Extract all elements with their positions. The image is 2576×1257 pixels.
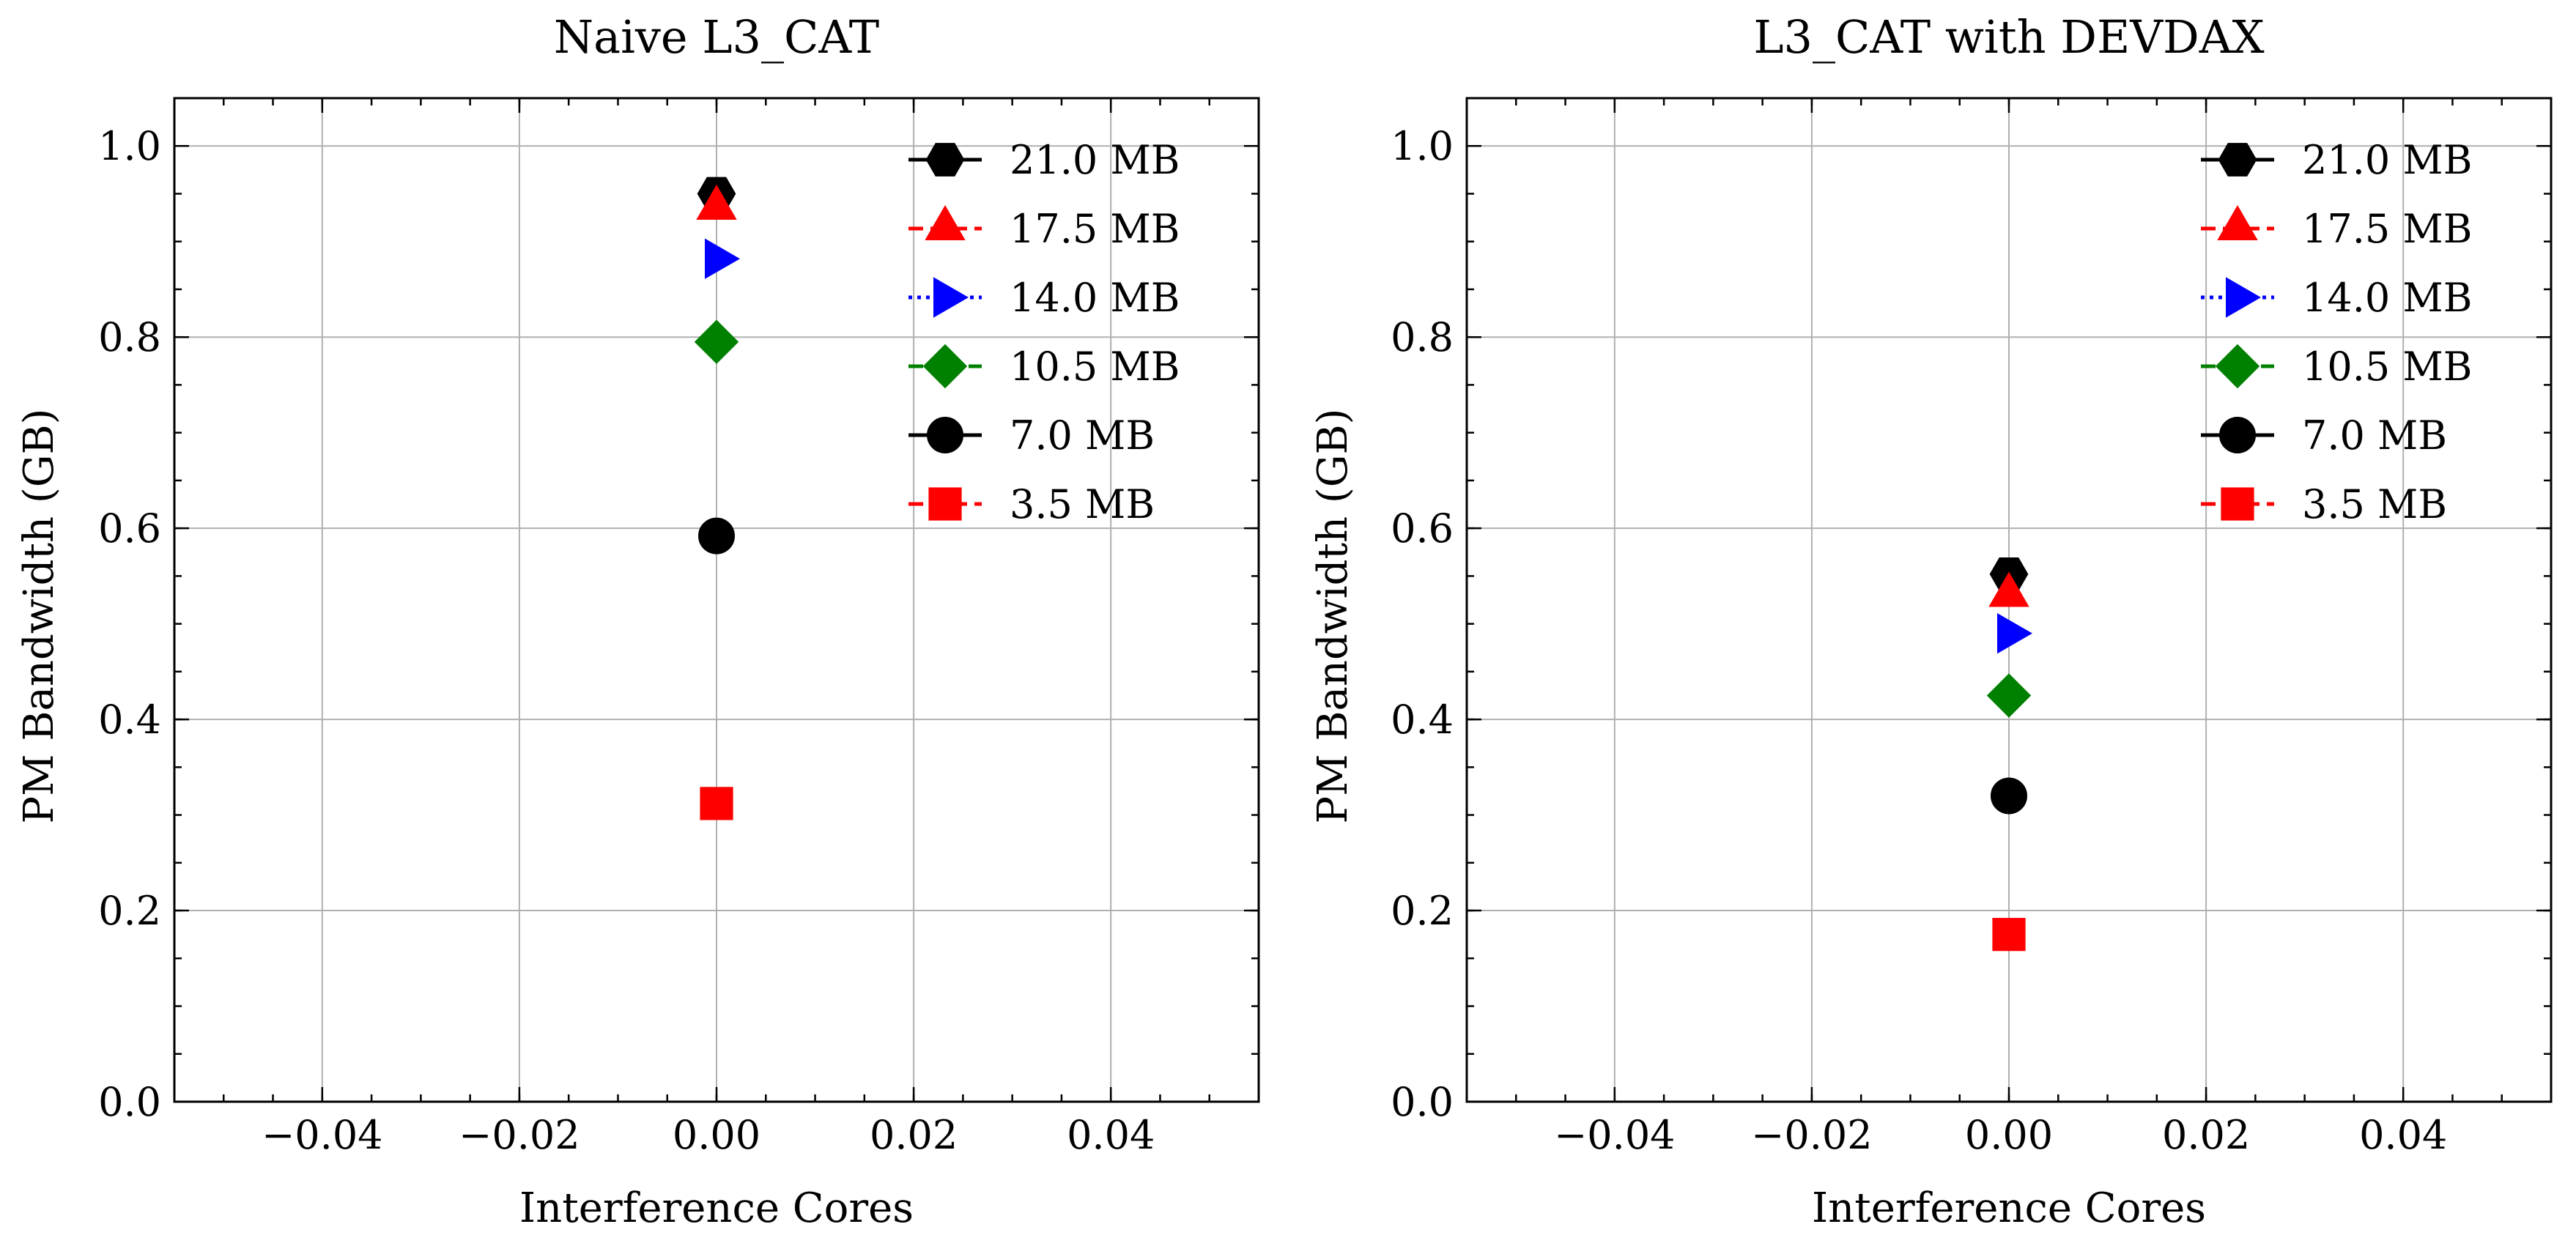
y-tick-label: 0.8: [98, 314, 161, 360]
y-tick-label: 0.0: [98, 1079, 161, 1125]
chart-title: L3_CAT with DEVDAX: [1753, 10, 2264, 64]
legend-label: 3.5 MB: [1010, 481, 1155, 527]
data-point: [1988, 571, 2029, 607]
y-tick-label: 0.2: [1391, 888, 1454, 934]
legend-marker: [2217, 204, 2258, 240]
x-tick-label: −0.02: [1751, 1112, 1872, 1158]
x-tick-label: 0.00: [1965, 1112, 2053, 1158]
legend-marker: [925, 204, 966, 240]
legend-marker: [933, 277, 969, 318]
legend-label: 17.5 MB: [1010, 206, 1180, 252]
x-axis-label: Interference Cores: [519, 1184, 914, 1232]
legend-marker: [927, 417, 963, 453]
y-tick-label: 0.4: [98, 697, 161, 743]
plot-area: −0.04 −0.02 0.00 0.02 0.04 0.0 0.2 0.4 0.6 0.8 1.0…: [1391, 97, 2553, 1158]
data-point: [1997, 612, 2033, 654]
x-tick-label: −0.04: [262, 1112, 382, 1158]
x-tick-label: 0.02: [2162, 1112, 2250, 1158]
data-point: [694, 319, 739, 364]
x-axis-label: Interference Cores: [1812, 1184, 2206, 1232]
legend-label: 21.0 MB: [1010, 137, 1180, 183]
legend: 21.0 MB 17.5 MB 14.0 MB 10.5 MB 7.0 MB 3.5 MB: [908, 137, 1180, 527]
data-point: [698, 517, 735, 555]
legend-label: 10.5 MB: [2302, 344, 2472, 390]
plot-area: −0.04 −0.02 0.00 0.02 0.04 0.0 0.2 0.4 0.6 0.8 1.0…: [98, 97, 1260, 1158]
x-tick-label: 0.04: [2359, 1112, 2447, 1158]
data-point: [700, 787, 733, 820]
legend-marker: [922, 344, 968, 389]
y-tick-label: 0.0: [1391, 1079, 1454, 1125]
y-tick-label: 0.6: [98, 505, 161, 552]
data-point: [1986, 673, 2032, 718]
legend-label: 7.0 MB: [2302, 412, 2447, 459]
legend-label: 14.0 MB: [2302, 275, 2472, 321]
x-tick-label: 0.00: [673, 1112, 760, 1158]
y-tick-label: 0.2: [98, 888, 161, 934]
legend-label: 7.0 MB: [1010, 412, 1155, 459]
data-point: [696, 185, 737, 220]
plot-frame: [173, 97, 1260, 1103]
legend-label: 17.5 MB: [2302, 206, 2472, 252]
x-tick-label: 0.04: [1067, 1112, 1155, 1158]
chart-title: Naive L3_CAT: [554, 10, 879, 64]
legend-label: 3.5 MB: [2302, 481, 2447, 527]
legend-label: 21.0 MB: [2302, 137, 2472, 183]
legend-label: 10.5 MB: [1010, 344, 1180, 390]
chart-panel-naive: Naive L3_CAT −0.04 −0.02 0.00 0.02 0.04 0.0 0.…: [15, 10, 1260, 1232]
y-tick-label: 1.0: [1391, 123, 1454, 169]
y-tick-label: 0.4: [1391, 697, 1454, 743]
legend-marker: [2215, 344, 2260, 389]
data-point: [705, 238, 741, 279]
chart-panel-devdax: L3_CAT with DEVDAX −0.04 −0.02 0.00 0.02 0.0…: [1309, 10, 2553, 1232]
x-tick-label: 0.02: [870, 1112, 958, 1158]
legend-label: 14.0 MB: [1010, 275, 1180, 321]
y-tick-label: 0.6: [1391, 505, 1454, 552]
legend-marker: [2221, 487, 2254, 521]
legend-marker: [2218, 143, 2257, 177]
y-axis-label: PM Bandwidth (GB): [15, 409, 63, 824]
legend-marker: [925, 143, 965, 177]
x-tick-label: −0.04: [1554, 1112, 1675, 1158]
plot-frame: [1465, 97, 2553, 1103]
y-tick-label: 1.0: [98, 123, 161, 169]
y-tick-label: 0.8: [1391, 314, 1454, 360]
x-tick-label: −0.02: [459, 1112, 580, 1158]
data-point: [1991, 777, 2027, 815]
y-axis-label: PM Bandwidth (GB): [1309, 409, 1357, 824]
legend-marker: [2219, 417, 2256, 453]
data-point: [1992, 918, 2026, 952]
legend-marker: [928, 487, 962, 521]
legend-marker: [2226, 277, 2261, 318]
legend: 21.0 MB 17.5 MB 14.0 MB 10.5 MB 7.0 MB 3.5 MB: [2201, 137, 2472, 527]
